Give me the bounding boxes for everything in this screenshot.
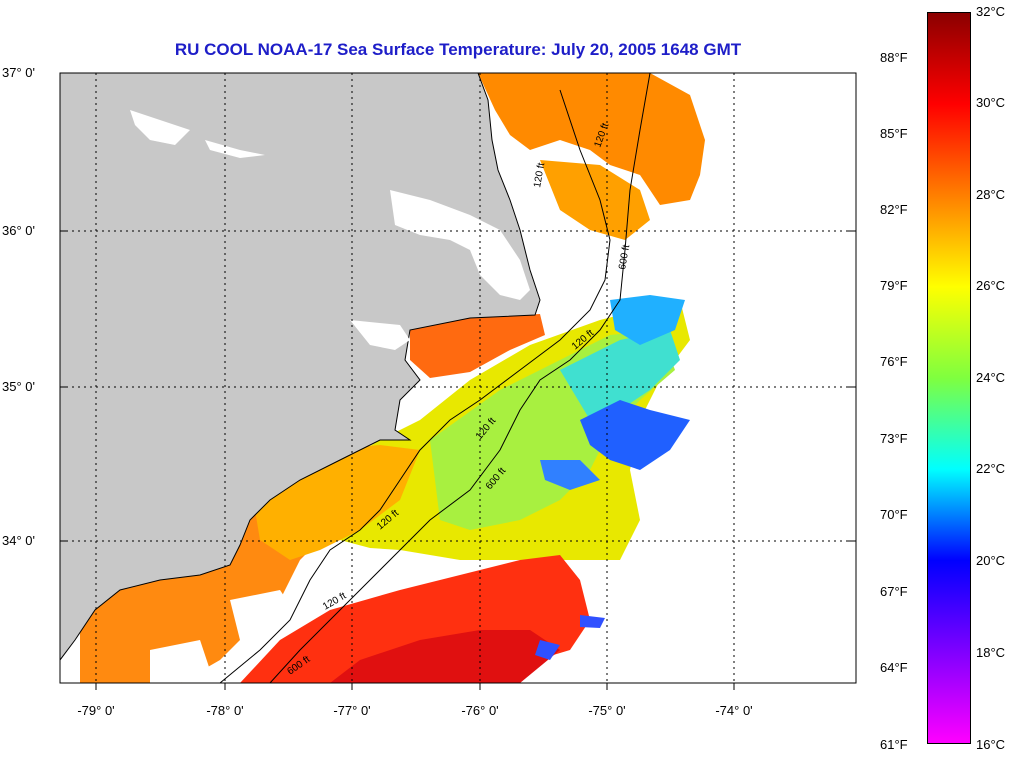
f-label-79: 79°F (880, 278, 908, 293)
f-label-73: 73°F (880, 431, 908, 446)
axis-ticks (60, 72, 856, 690)
lat-label-36: 36° 0' (2, 223, 35, 238)
f-label-76: 76°F (880, 354, 908, 369)
map-title: RU COOL NOAA-17 Sea Surface Temperature:… (174, 40, 742, 59)
contour-label: 120 ft (532, 162, 547, 189)
c-label-32: 32°C (976, 4, 1006, 19)
c-label-28: 28°C (976, 187, 1006, 202)
sst-data-layer (80, 73, 705, 683)
c-label-30: 30°C (976, 95, 1006, 110)
temperature-colorbar (927, 12, 971, 744)
contour-label: 600 ft (617, 244, 632, 271)
river-water (205, 140, 265, 158)
c-label-18: 18°C (976, 645, 1006, 660)
map-frame (59, 72, 857, 684)
f-label-88: 88°F (880, 50, 908, 65)
f-label-70: 70°F (880, 507, 908, 522)
lon-label-78: -78° 0' (206, 703, 244, 718)
c-label-26: 26°C (976, 278, 1006, 293)
lon-label-77: -77° 0' (333, 703, 371, 718)
lon-label-74: -74° 0' (715, 703, 753, 718)
lat-label-35: 35° 0' (2, 379, 35, 394)
lat-label-34: 34° 0' (2, 533, 35, 548)
lat-label-37: 37° 0' (2, 65, 35, 80)
f-label-82: 82°F (880, 202, 908, 217)
lon-label-76: -76° 0' (461, 703, 499, 718)
grid-lines (60, 73, 856, 683)
pamlico-water (350, 320, 410, 350)
f-label-61: 61°F (880, 737, 908, 752)
f-label-67: 67°F (880, 584, 908, 599)
c-label-22: 22°C (976, 461, 1006, 476)
lon-label-75: -75° 0' (588, 703, 626, 718)
albemarle-water (130, 110, 190, 145)
c-label-20: 20°C (976, 553, 1006, 568)
f-label-64: 64°F (880, 660, 908, 675)
lon-label-79: -79° 0' (77, 703, 115, 718)
sound-water (390, 190, 530, 300)
c-label-24: 24°C (976, 370, 1006, 385)
f-label-85: 85°F (880, 126, 908, 141)
c-label-16: 16°C (976, 737, 1006, 752)
bathymetry-contours (219, 73, 651, 683)
